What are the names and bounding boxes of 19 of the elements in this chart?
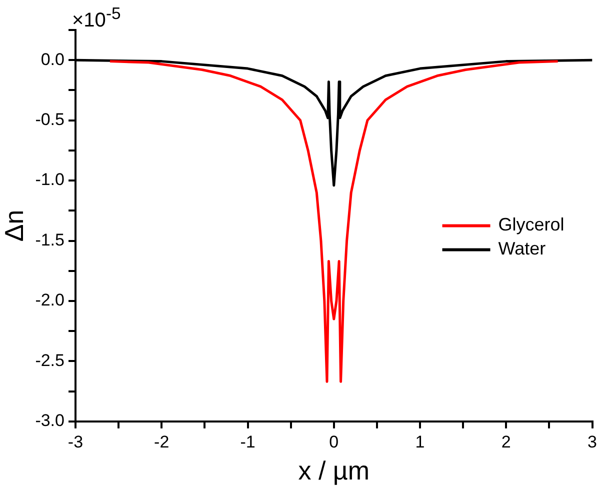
x-tick-label: -2 (154, 432, 170, 452)
annotation: ×10$^{-5}$ (72, 4, 121, 33)
x-tick-label: -1 (240, 432, 256, 452)
x-tick-label: 2 (501, 432, 511, 452)
x-tick-label: 3 (588, 432, 598, 452)
x-axis-title: x / µm (298, 456, 370, 486)
y-tick-label: -3.0 (35, 411, 64, 430)
y-tick-label: -2.5 (35, 350, 64, 370)
x-tick-label: 0 (329, 432, 339, 452)
y-tick-label: -1.0 (35, 170, 64, 190)
y-tick-label: -1.5 (35, 230, 64, 250)
legend-label: Glycerol (498, 214, 564, 235)
x-tick-label: -3 (68, 432, 84, 452)
x-tick-label: 1 (415, 432, 425, 452)
y-tick-label: -0.5 (35, 110, 64, 130)
legend-label: Water (498, 238, 546, 259)
y-axis-title: Δn (0, 210, 29, 242)
y-tick-label: -2.0 (35, 290, 64, 310)
y-tick-label: 0.0 (40, 50, 64, 69)
